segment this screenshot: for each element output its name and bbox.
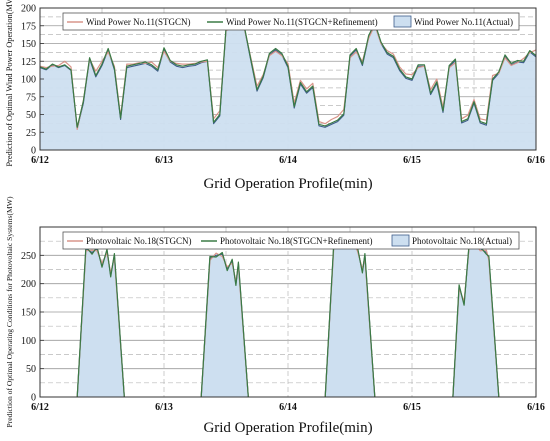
legend-label-wind-actual: Wind Power No.11(Actual)	[414, 17, 513, 27]
p2-y-tick-label: 250	[21, 251, 36, 262]
p2-x-tick-label: 6/15	[403, 402, 421, 413]
pv-actual-area-fill	[452, 244, 499, 397]
pv-refinement-line	[200, 251, 249, 398]
pv-actual-area-fill	[201, 254, 249, 397]
wind-actual-area	[40, 22, 536, 150]
p2-y-tick-label: 150	[21, 308, 36, 319]
p1-y-tick-label: 125	[21, 57, 36, 68]
p2-x-tick-label: 6/12	[31, 402, 49, 413]
legend-label-pv-refine: Photovoltaic No.18(STGCN+Refinement)	[220, 236, 373, 246]
pv-y-ticks: 0 50 100 150 200 250	[21, 251, 44, 404]
legend-label-wind-stgcn: Wind Power No.11(STGCN)	[86, 17, 191, 27]
p2-y-tick-label: 200	[21, 279, 36, 290]
pv-actual-area	[77, 241, 499, 397]
p2-x-tick-label: 6/16	[527, 402, 545, 413]
legend-swatch-pv-actual	[391, 234, 410, 247]
wind-actual-area-fill	[40, 22, 536, 150]
wind-x-axis-label: Grid Operation Profile(min)	[203, 176, 372, 192]
p1-y-tick-label: 75	[26, 92, 36, 103]
pv-y-axis-label: Prediction of Optimal Operating Conditio…	[5, 196, 14, 427]
legend-label-wind-refine: Wind Power No.11(STGCN+Refinement)	[226, 17, 378, 27]
p1-y-tick-label: 200	[21, 4, 36, 15]
p1-x-tick-label: 6/13	[155, 155, 173, 166]
legend-swatch-wind-actual	[393, 15, 412, 28]
legend-label-pv-actual: Photovoltaic No.18(Actual)	[412, 236, 512, 246]
p2-y-tick-label: 0	[31, 393, 36, 404]
p1-y-tick-label: 25	[26, 128, 36, 139]
p1-x-tick-label: 6/16	[527, 155, 545, 166]
p1-y-tick-label: 150	[21, 39, 36, 50]
p1-y-tick-label: 175	[21, 21, 36, 32]
p2-x-tick-label: 6/13	[155, 402, 173, 413]
p1-y-tick-label: 0	[31, 146, 36, 157]
wind-x-ticks: 6/12 6/13 6/14 6/15 6/16	[31, 155, 545, 166]
p2-y-tick-label: 50	[26, 364, 36, 375]
p2-x-tick-label: 6/14	[279, 402, 297, 413]
p1-x-tick-label: 6/15	[403, 155, 421, 166]
pv-legend: Photovoltaic No.18(STGCN) Photovoltaic N…	[62, 231, 520, 250]
pv-chart: 0 50 100 150 200 250 6/12 6/13 6/14 6/15 6/16 Gri…	[5, 196, 545, 436]
p1-x-tick-label: 6/12	[31, 155, 49, 166]
pv-x-axis-label: Grid Operation Profile(min)	[203, 420, 372, 436]
wind-y-ticks: 0 25 50 75 100 125 150 175 200	[21, 4, 44, 157]
p2-y-tick-label: 100	[21, 336, 36, 347]
wind-refinement-line	[39, 20, 537, 128]
wind-legend: Wind Power No.11(STGCN) Wind Power No.11…	[62, 12, 520, 31]
p1-y-tick-label: 50	[26, 110, 36, 121]
wind-y-axis-label: Prediction of Optimal Wind Power Operati…	[5, 0, 14, 167]
pv-actual-area-fill	[77, 248, 125, 397]
pv-actual-area-fill	[325, 241, 375, 397]
wind-series-lines	[39, 20, 537, 130]
pv-x-ticks: 6/12 6/13 6/14 6/15 6/16	[31, 402, 545, 413]
legend-label-pv-stgcn: Photovoltaic No.18(STGCN)	[86, 236, 192, 246]
p1-x-tick-label: 6/14	[279, 155, 297, 166]
p1-y-tick-label: 100	[21, 75, 36, 86]
